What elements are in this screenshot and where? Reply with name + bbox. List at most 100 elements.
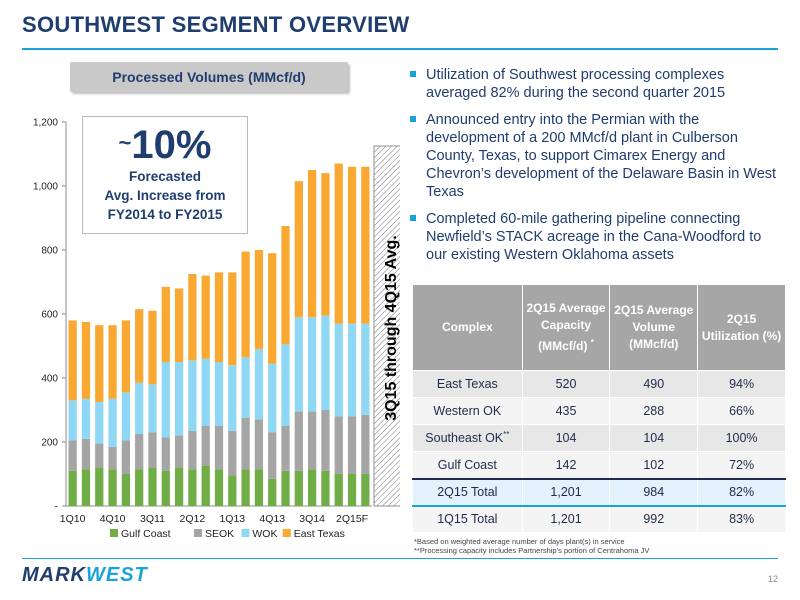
footnote: *Based on weighted average number of day… [414,537,625,546]
bar-east-texas [121,320,130,393]
bar-gulf-coast [121,474,130,506]
bar-gulf-coast [174,467,184,506]
bullet-list: Utilization of Southwest processing comp… [410,66,780,273]
legend-label-seok: SEOK [205,528,234,540]
footer-divider [22,558,778,559]
x-tick-label: 2Q15F [336,513,368,525]
bar-wok [161,362,170,438]
table-total-row: 1Q15 Total 1,201 992 83% [412,504,786,533]
cell-volume: 102 [609,451,699,479]
bar-wok [294,317,303,412]
bullet-text: Announced entry into the Permian with th… [426,112,777,200]
bar-gulf-coast [68,470,77,506]
cell-volume: 490 [609,370,699,398]
bar-seok [81,438,91,470]
bar-seok [121,440,130,474]
header-capacity-mark: * [590,338,594,347]
bar-gulf-coast [334,474,343,506]
bullet-item: Announced entry into the Permian with th… [410,111,780,201]
bar-seok [334,416,343,474]
callout-tilde: ~ [118,130,132,155]
bar-seok [347,416,357,474]
bar-seok [174,435,184,468]
bar-gulf-coast [254,469,264,506]
bar-seok [321,410,330,471]
x-tick-label: 4Q10 [100,513,126,525]
y-tick-label: 400 [41,374,58,385]
forecast-hatch-region [373,145,400,507]
cell-capacity: 104 [521,424,611,452]
bar-wok [214,362,224,426]
cell-utilization: 100% [697,424,786,452]
cell-complex: Southeast OK** [412,424,523,452]
bar-east-texas [148,310,157,385]
bar-east-texas [108,325,117,399]
x-tick-label: 3Q11 [140,513,165,525]
legend-swatch-east-texas [282,529,291,537]
y-tick-label: 1,000 [33,182,58,193]
bar-seok [228,430,237,476]
bar-east-texas [308,170,317,318]
bar-wok [174,362,184,436]
bar-east-texas [281,226,290,345]
bar-east-texas [188,274,197,361]
bar-east-texas [268,253,277,364]
cell-capacity: 142 [521,451,611,479]
bar-gulf-coast [228,475,237,506]
bar-wok [95,402,104,444]
bar-wok [121,392,130,441]
bar-wok [188,360,197,431]
forecast-label: 3Q15 through 4Q15 Avg. [383,235,400,421]
y-tick-label: 600 [41,310,58,321]
bar-east-texas [161,286,170,362]
bullet-item: Utilization of Southwest processing comp… [410,66,780,102]
bar-gulf-coast [281,470,290,506]
bar-wok [108,398,117,447]
header-complex: Complex [412,284,523,371]
bar-wok [241,357,250,418]
cell-volume: 104 [609,424,699,452]
bar-seok [254,419,264,470]
cell-capacity: 1,201 [521,477,611,506]
page-title: SOUTHWEST SEGMENT OVERVIEW [22,12,410,37]
table-row: Western OK 435 288 66% [412,397,786,425]
bar-gulf-coast [214,469,224,506]
bar-wok [334,323,343,417]
bullet-square-icon [410,71,416,77]
y-tick-label: - [55,502,58,513]
bar-east-texas [81,322,91,399]
y-tick-label: 800 [41,246,58,257]
table-total-row: 2Q15 Total 1,201 984 82% [412,477,786,506]
bar-gulf-coast [81,469,91,506]
bar-wok [254,349,264,420]
x-tick-label: 1Q10 [60,513,86,525]
cell-volume: 984 [609,477,699,506]
bar-seok [201,426,210,466]
bar-east-texas [254,250,264,350]
bar-wok [321,315,330,410]
bar-wok [347,323,357,417]
cell-complex: 1Q15 Total [412,504,523,533]
bar-seok [135,434,144,470]
bar-wok [268,363,277,433]
growth-callout: ~10% Forecasted Avg. Increase from FY201… [82,116,248,234]
bar-east-texas [334,163,343,324]
cell-utilization: 94% [697,370,786,398]
legend-swatch-wok [241,529,250,537]
cell-volume: 288 [609,397,699,425]
x-tick-label: 2Q12 [180,513,206,525]
bar-gulf-coast [201,466,210,506]
markwest-logo: MARKWEST [22,564,148,587]
complex-name: East Texas [436,377,498,392]
bar-gulf-coast [161,470,170,506]
y-tick-label: 1,200 [33,118,58,129]
bar-wok [135,382,144,434]
table-row: Gulf Coast 142 102 72% [412,451,786,479]
bar-gulf-coast [135,469,144,506]
callout-value: 10% [131,123,212,167]
bar-gulf-coast [321,470,330,506]
cell-complex: Gulf Coast [412,451,523,479]
table-row: East Texas 520 490 94% [412,370,786,398]
bar-seok [108,446,117,470]
header-capacity: 2Q15 Average Capacity (MMcf/d) * [521,284,611,371]
